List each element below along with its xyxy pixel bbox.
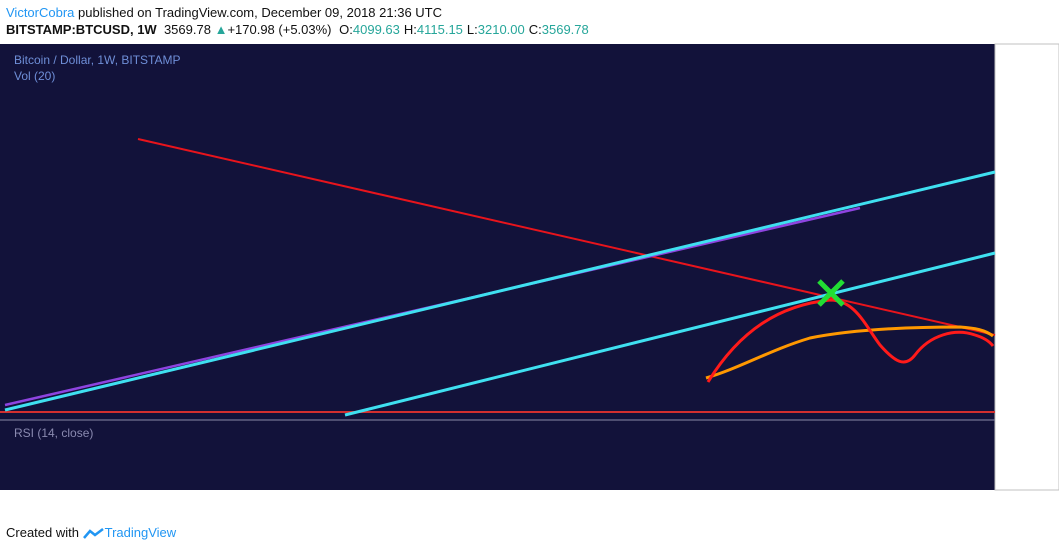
field-label: C:	[528, 22, 542, 37]
projection-curve	[706, 298, 995, 383]
header-line: VictorCobra published on TradingView.com…	[6, 5, 442, 20]
projection-curve	[705, 325, 994, 380]
footer: Created with TradingView	[6, 525, 176, 540]
footer-text: Created with	[6, 525, 79, 540]
field-label: H:	[403, 22, 417, 37]
symbol-line: BITSTAMP:BTCUSD, 1W 3569.78 ▲+170.98 (+5…	[6, 22, 589, 37]
chart: Bitcoin / Dollar, 1W, BITSTAMP Vol (20) …	[0, 43, 1059, 491]
logo	[82, 527, 104, 539]
published: published on TradingView.com, December 0…	[78, 5, 443, 20]
pane-title: Bitcoin / Dollar, 1W, BITSTAMP	[14, 53, 181, 67]
volume-title: Vol (20)	[14, 69, 55, 83]
trendline	[4, 170, 996, 412]
brand[interactable]: TradingView	[104, 525, 177, 540]
trendline	[344, 251, 996, 417]
arrow: ▲	[214, 22, 228, 37]
trendline	[137, 138, 996, 336]
author[interactable]: VictorCobra	[6, 5, 75, 20]
symbol: BITSTAMP:BTCUSD, 1W	[6, 22, 157, 37]
field-value: 4115.15	[416, 22, 463, 37]
field-value: 3210.00	[477, 22, 525, 37]
field-label: O:	[339, 22, 353, 37]
field-value: 3569.78	[541, 22, 589, 37]
change: +170.98 (+5.03%)	[227, 22, 332, 37]
last: 3569.78	[163, 22, 211, 37]
field-label: L:	[466, 22, 478, 37]
field-value: 4099.63	[352, 22, 400, 37]
cross-marker	[817, 279, 845, 307]
rsi-title: RSI (14, close)	[14, 426, 93, 440]
price-axis	[994, 43, 1059, 491]
plot-background	[0, 44, 995, 490]
